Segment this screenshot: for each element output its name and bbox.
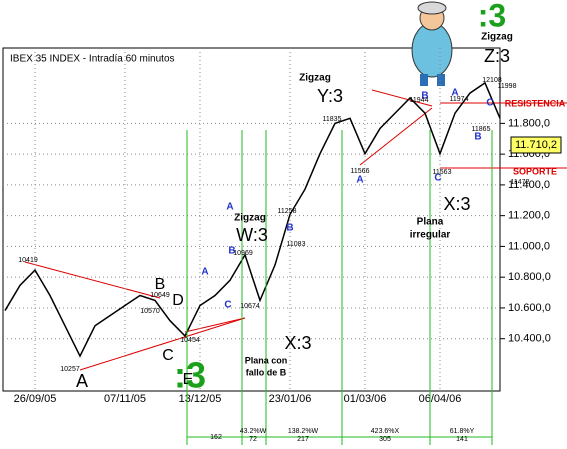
annotation: 11974 xyxy=(450,96,469,103)
annotation: 217 xyxy=(297,436,309,443)
annotation: C xyxy=(224,300,231,311)
x-tick-label: 07/11/05 xyxy=(104,393,146,405)
annotation: irregular xyxy=(410,230,451,241)
annotation: A xyxy=(356,175,363,186)
annotation: A xyxy=(451,88,458,99)
annotation: Zigzag xyxy=(481,32,513,43)
annotation: Zigzag xyxy=(299,73,331,84)
annotation: 11563 xyxy=(433,169,452,176)
annotation: Zigzag xyxy=(234,213,266,224)
annotation: 11472 xyxy=(511,179,530,186)
annotation: fallo de B xyxy=(246,367,287,377)
annotation: B xyxy=(474,132,481,143)
annotation: 10454 xyxy=(180,337,200,344)
annotation: D xyxy=(172,292,184,309)
annotation: A xyxy=(201,267,208,278)
annotation: Plana con xyxy=(245,355,288,365)
annotation: 305 xyxy=(379,436,391,443)
y-tick-label: 10.800,0 xyxy=(508,271,551,283)
y-tick-label: 10.600,0 xyxy=(508,302,551,314)
annotation: W:3 xyxy=(236,225,268,245)
annotation: C xyxy=(162,347,174,364)
annotation: X:3 xyxy=(284,333,311,353)
y-tick-label: 11.800,0 xyxy=(508,117,550,129)
annotation: 11865 xyxy=(472,126,491,133)
annotation: E xyxy=(183,371,194,388)
annotation: 12108 xyxy=(482,77,502,84)
x-tick-label: 13/12/05 xyxy=(179,393,222,405)
annotation: :3 xyxy=(174,355,206,396)
y-tick-label: 11.200,0 xyxy=(508,210,550,222)
annotation: 11944 xyxy=(410,97,429,104)
annotation: 138.2%W xyxy=(288,428,319,435)
annotation: 10969 xyxy=(233,250,253,257)
annotation: 72 xyxy=(249,436,257,443)
annotation: 10674 xyxy=(240,303,260,310)
x-tick-label: 23/01/06 xyxy=(269,393,312,405)
annotation: B xyxy=(421,91,428,102)
annotation: 10257 xyxy=(60,366,80,373)
x-tick-label: 26/09/05 xyxy=(14,393,57,405)
annotation: 10649 xyxy=(150,292,170,299)
annotation: 11998 xyxy=(498,83,517,90)
price-line xyxy=(4,81,501,358)
annotation: X:3 xyxy=(443,194,470,214)
x-tick-label: 06/04/06 xyxy=(419,393,462,405)
annotation: 43.2%W xyxy=(240,428,267,435)
y-tick-label: 11.000,0 xyxy=(508,240,550,252)
y-tick-label: 11.400,0 xyxy=(508,179,550,191)
y-tick-label: 10.400,0 xyxy=(508,333,551,345)
x-tick-label: 01/03/06 xyxy=(344,393,387,405)
trend-lines xyxy=(24,89,567,371)
annotation: 11835 xyxy=(323,116,342,123)
last-price-box xyxy=(510,136,562,154)
annotation: Z:3 xyxy=(484,46,510,66)
annotation: 61.8%Y xyxy=(450,428,475,435)
annotation: C xyxy=(486,98,493,109)
annotation: SOPORTE xyxy=(513,166,557,176)
annotation: 11258 xyxy=(278,208,297,215)
annotation: 11.710,2 xyxy=(515,139,557,151)
annotation: 11083 xyxy=(287,241,306,248)
annotation: B xyxy=(228,246,235,257)
annotation: C xyxy=(434,173,441,184)
annotation: A xyxy=(226,202,233,213)
annotation: 162 xyxy=(210,434,222,441)
chart-title: IBEX 35 INDEX - Intradía 60 minutos xyxy=(10,54,175,65)
annotation: B xyxy=(155,276,166,293)
mascot xyxy=(411,1,453,86)
annotation: 11566 xyxy=(351,168,370,175)
annotation: Plana xyxy=(417,217,444,228)
annotation: 423.6%X xyxy=(371,428,400,435)
annotation: B xyxy=(286,223,293,234)
annotation: RESISTENCIA xyxy=(505,98,566,108)
annotation: 141 xyxy=(456,436,468,443)
annotation: 10419 xyxy=(18,257,38,264)
annotation: :3 xyxy=(478,0,506,33)
annotation: 10570 xyxy=(140,308,160,315)
annotation: A xyxy=(76,371,88,391)
annotation: Y:3 xyxy=(317,86,343,106)
